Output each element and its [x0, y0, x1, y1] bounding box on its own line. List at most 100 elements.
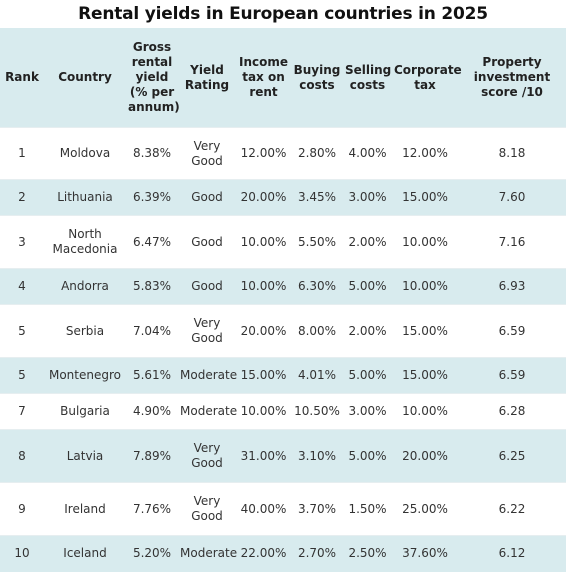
selling-costs-cell: 5.00% [343, 268, 392, 305]
yield-rating-cell: Good [178, 268, 236, 305]
yield-rating-cell: Good [178, 179, 236, 216]
rank-cell: 5 [0, 304, 44, 358]
corporate-tax-cell: 15.00% [392, 179, 458, 216]
column-header-buying-costs: Buying costs [291, 28, 343, 128]
gross-yield-cell: 6.39% [126, 179, 178, 216]
buying-costs-cell: 3.70% [291, 482, 343, 536]
buying-costs-cell: 2.70% [291, 535, 343, 572]
corporate-tax-cell: 37.60% [392, 535, 458, 572]
income-tax-cell: 20.00% [236, 179, 291, 216]
table-row: 3 North Macedonia 6.47% Good 10.00% 5.50% 2.00… [0, 215, 566, 269]
score-cell: 6.22 [458, 482, 566, 536]
gross-yield-cell: 7.04% [126, 304, 178, 358]
score-cell: 7.16 [458, 215, 566, 269]
score-cell: 6.59 [458, 357, 566, 394]
table-header-row: Rank Country Gross rental yield (% per a… [0, 28, 566, 128]
selling-costs-cell: 2.00% [343, 215, 392, 269]
buying-costs-cell: 3.45% [291, 179, 343, 216]
rank-cell: 10 [0, 535, 44, 572]
gross-yield-cell: 8.38% [126, 127, 178, 180]
yield-rating-cell: Moderate [178, 535, 237, 572]
table-row: 8 Latvia 7.89% Very Good 31.00% 3.10% 5.00% 20.… [0, 429, 566, 483]
income-tax-cell: 22.00% [236, 535, 291, 572]
corporate-tax-cell: 12.00% [392, 127, 458, 180]
corporate-tax-cell: 15.00% [392, 304, 458, 358]
buying-costs-cell: 6.30% [291, 268, 343, 305]
income-tax-cell: 20.00% [236, 304, 291, 358]
column-header-investment-score: Property investment score /10 [458, 28, 566, 128]
rank-cell: 8 [0, 429, 44, 483]
income-tax-cell: 12.00% [236, 127, 291, 180]
corporate-tax-cell: 15.00% [392, 357, 458, 394]
column-header-corporate-tax: Corporate tax [392, 28, 462, 128]
rank-cell: 5 [0, 357, 44, 394]
table-row: 2 Lithuania 6.39% Good 20.00% 3.45% 3.00% 15.00… [0, 179, 566, 216]
income-tax-cell: 40.00% [236, 482, 291, 536]
buying-costs-cell: 3.10% [291, 429, 343, 483]
corporate-tax-cell: 10.00% [392, 268, 458, 305]
yield-rating-cell: Very Good [178, 482, 236, 536]
score-cell: 6.25 [458, 429, 566, 483]
table-body: 1 Moldova 8.38% Very Good 12.00% 2.80% 4.00% 12… [0, 127, 566, 572]
column-header-gross-rental-yield: Gross rental yield (% per annum) [126, 28, 180, 128]
rank-cell: 1 [0, 127, 44, 180]
buying-costs-cell: 2.80% [291, 127, 343, 180]
gross-yield-cell: 5.61% [126, 357, 178, 394]
corporate-tax-cell: 10.00% [392, 215, 458, 269]
corporate-tax-cell: 25.00% [392, 482, 458, 536]
gross-yield-cell: 7.76% [126, 482, 178, 536]
rank-cell: 2 [0, 179, 44, 216]
score-cell: 6.59 [458, 304, 566, 358]
rental-yields-table: Rank Country Gross rental yield (% per a… [0, 28, 566, 572]
table-row: 4 Andorra 5.83% Good 10.00% 6.30% 5.00% 10.00% 6… [0, 268, 566, 305]
rank-cell: 4 [0, 268, 44, 305]
country-cell: Lithuania [44, 179, 126, 216]
score-cell: 6.28 [458, 393, 566, 430]
yield-rating-cell: Good [178, 215, 236, 269]
rank-cell: 7 [0, 393, 44, 430]
country-cell: Andorra [44, 268, 126, 305]
selling-costs-cell: 5.00% [343, 429, 392, 483]
gross-yield-cell: 7.89% [126, 429, 178, 483]
buying-costs-cell: 10.50% [291, 393, 343, 430]
selling-costs-cell: 5.00% [343, 357, 392, 394]
score-cell: 7.60 [458, 179, 566, 216]
corporate-tax-cell: 20.00% [392, 429, 458, 483]
income-tax-cell: 31.00% [236, 429, 291, 483]
rank-cell: 9 [0, 482, 44, 536]
table-row: 1 Moldova 8.38% Very Good 12.00% 2.80% 4.00% 12… [0, 127, 566, 180]
yield-rating-cell: Very Good [178, 304, 236, 358]
income-tax-cell: 10.00% [236, 215, 291, 269]
gross-yield-cell: 5.83% [126, 268, 178, 305]
income-tax-cell: 10.00% [236, 268, 291, 305]
column-header-country: Country [44, 28, 126, 128]
gross-yield-cell: 4.90% [126, 393, 178, 430]
corporate-tax-cell: 10.00% [392, 393, 458, 430]
selling-costs-cell: 3.00% [343, 393, 392, 430]
income-tax-cell: 15.00% [236, 357, 291, 394]
selling-costs-cell: 1.50% [343, 482, 392, 536]
buying-costs-cell: 4.01% [291, 357, 343, 394]
column-header-selling-costs: Selling costs [343, 28, 392, 128]
income-tax-cell: 10.00% [236, 393, 291, 430]
country-cell: Bulgaria [44, 393, 126, 430]
buying-costs-cell: 5.50% [291, 215, 343, 269]
selling-costs-cell: 3.00% [343, 179, 392, 216]
country-cell: Latvia [44, 429, 126, 483]
table-row: 5 Serbia 7.04% Very Good 20.00% 8.00% 2.00% 15.… [0, 304, 566, 358]
yield-rating-cell: Moderate [178, 393, 237, 430]
score-cell: 8.18 [458, 127, 566, 180]
score-cell: 6.93 [458, 268, 566, 305]
score-cell: 6.12 [458, 535, 566, 572]
selling-costs-cell: 4.00% [343, 127, 392, 180]
table-row: 9 Ireland 7.76% Very Good 40.00% 3.70% 1.50% 25… [0, 482, 566, 536]
page-title: Rental yields in European countries in 2… [78, 4, 488, 24]
buying-costs-cell: 8.00% [291, 304, 343, 358]
table-row: 7 Bulgaria 4.90% Moderate 10.00% 10.50% 3.00% 1… [0, 393, 566, 430]
table-row: 10 Iceland 5.20% Moderate 22.00% 2.70% 2.50% 37… [0, 535, 566, 572]
column-header-rank: Rank [0, 28, 44, 128]
selling-costs-cell: 2.00% [343, 304, 392, 358]
yield-rating-cell: Very Good [178, 127, 236, 180]
table-row: 5 Montenegro 5.61% Moderate 15.00% 4.01% 5.00%… [0, 357, 566, 394]
country-cell: Moldova [44, 127, 126, 180]
